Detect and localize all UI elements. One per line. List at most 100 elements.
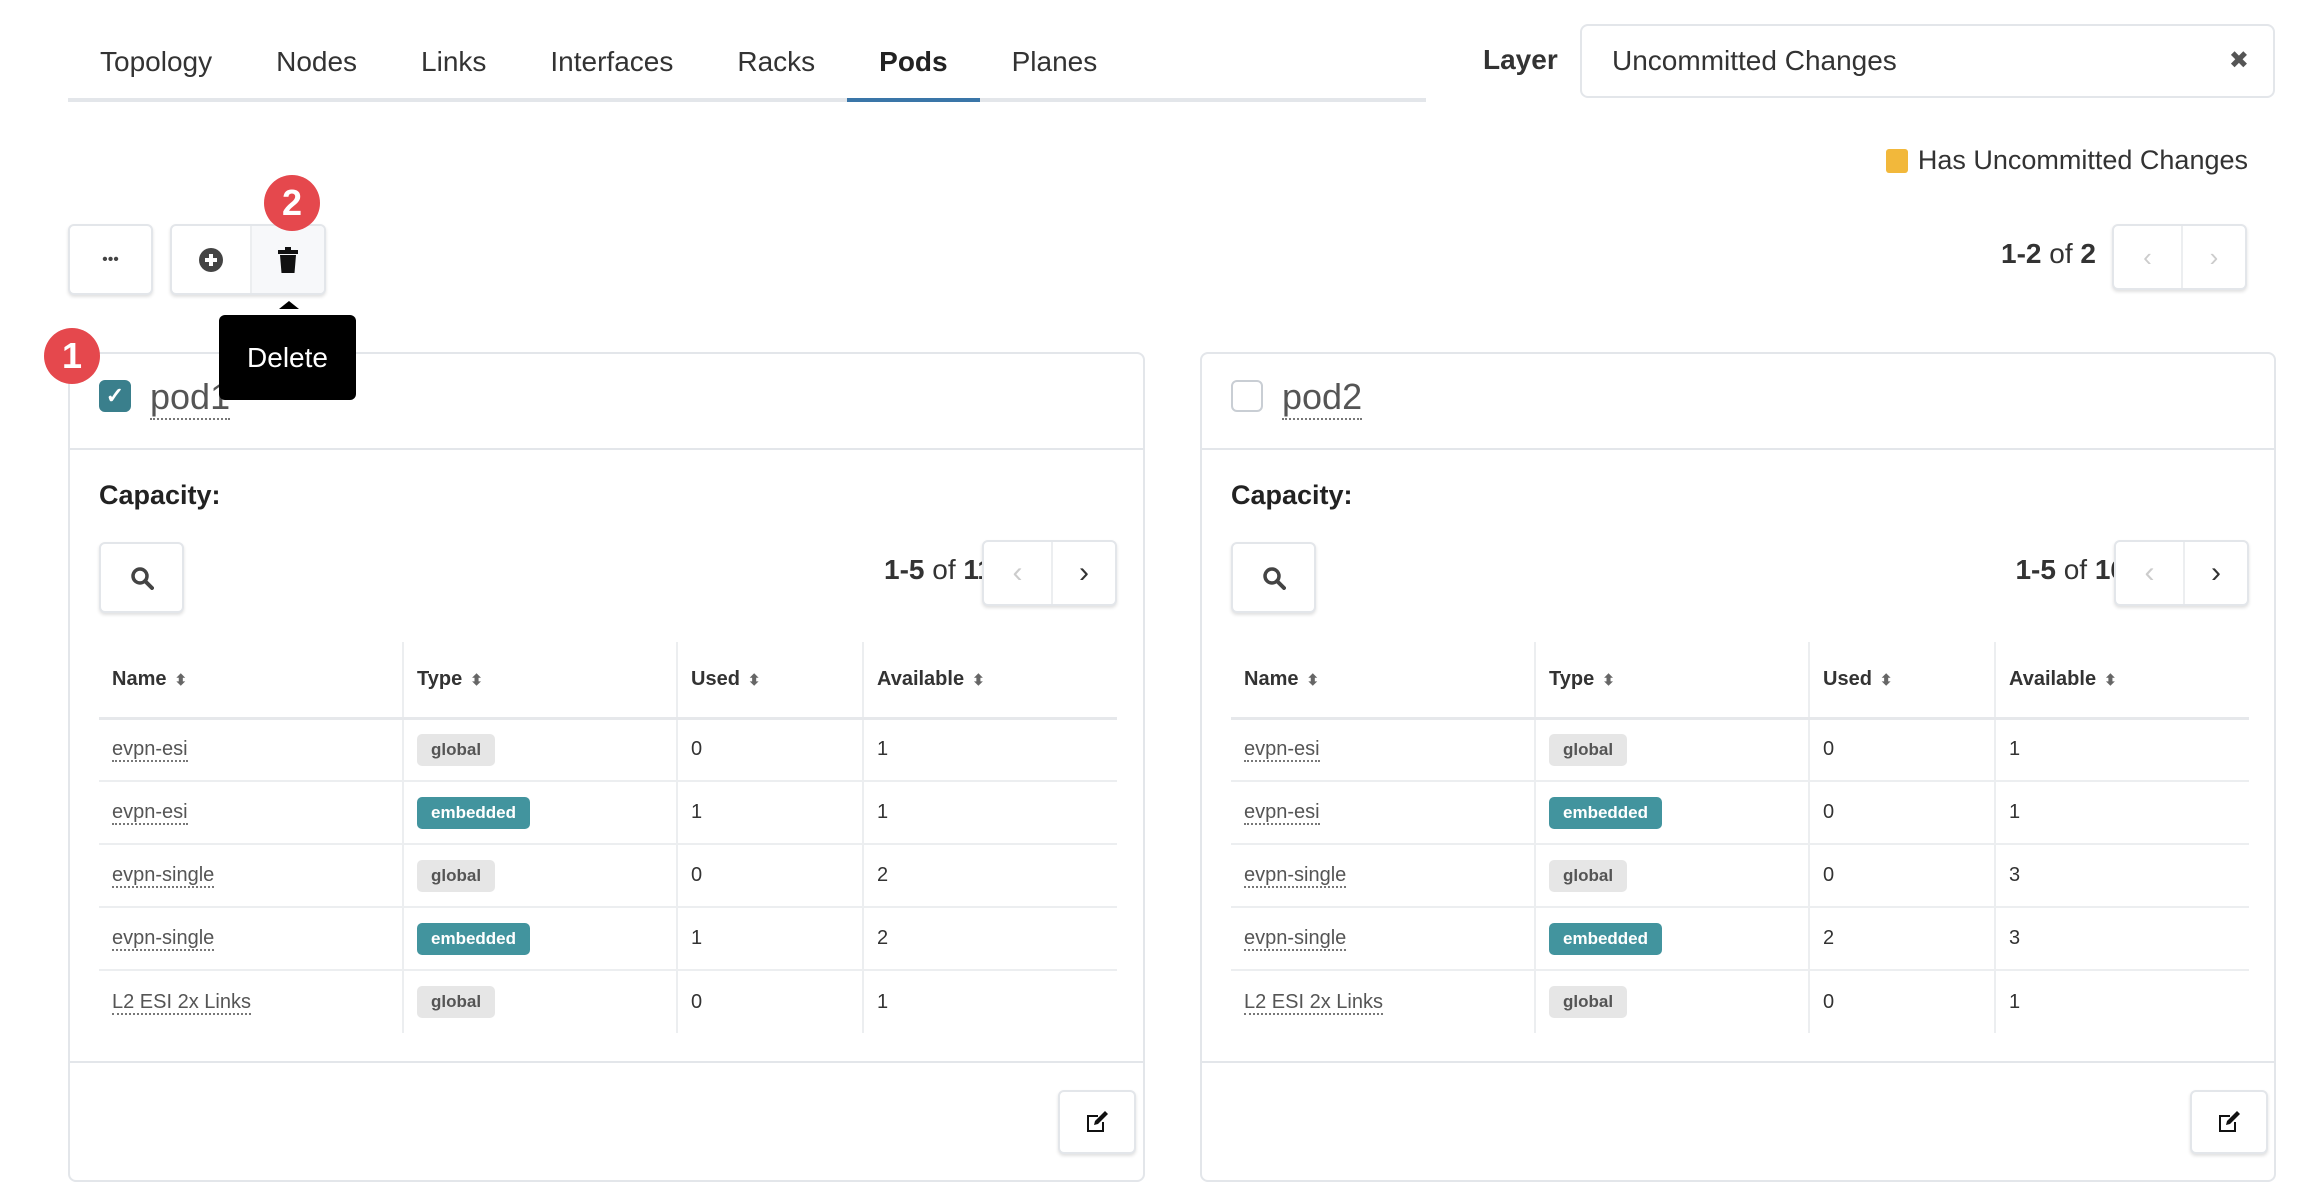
add-button[interactable] [172, 226, 250, 293]
capacity-pagination-label: 1-5 of 16 [2015, 554, 2126, 585]
pods-pagination-label: 1-2 of 2 [2001, 238, 2096, 269]
capacity-name-link[interactable]: L2 ESI 2x Links [1244, 990, 1383, 1015]
column-header-available[interactable]: Available ⬍ [862, 642, 1117, 720]
column-header-name[interactable]: Name ⬍ [1231, 642, 1535, 720]
table-row: evpn-esi global 0 1 [1231, 718, 2249, 782]
edit-icon [2219, 1111, 2240, 1132]
column-header-used[interactable]: Used ⬍ [676, 642, 863, 720]
type-badge: embedded [1549, 796, 1663, 829]
sort-icon[interactable]: ⬍ [470, 671, 483, 689]
search-icon [130, 566, 154, 590]
chevron-left-icon: ‹ [1012, 556, 1023, 589]
capacity-table: Name ⬍ Type ⬍ Used ⬍ Available ⬍ evpn-esi globa… [1231, 642, 2249, 1033]
type-badge: embedded [417, 796, 531, 829]
column-header-used[interactable]: Used ⬍ [1808, 642, 1995, 720]
column-header-type[interactable]: Type ⬍ [402, 642, 677, 720]
table-row: L2 ESI 2x Links global 0 1 [99, 970, 1117, 1033]
pod-select-checkbox[interactable] [1231, 380, 1263, 412]
card-footer-divider [1202, 1061, 2274, 1063]
table-row: evpn-single embedded 2 3 [1231, 907, 2249, 971]
capacity-name-link[interactable]: evpn-single [112, 864, 215, 888]
tab-links[interactable]: Links [421, 46, 487, 77]
search-button[interactable] [1231, 542, 1316, 613]
column-header-type[interactable]: Type ⬍ [1534, 642, 1809, 720]
delete-tooltip: Delete [219, 301, 356, 400]
pod-card: ✓ pod1 Capacity: 1-5 of 11 ‹ › Name ⬍ Type… [68, 352, 1145, 1182]
tab-nodes[interactable]: Nodes [276, 46, 358, 77]
pod-card-header: pod2 [1202, 354, 2274, 450]
chevron-right-icon: › [1079, 556, 1089, 589]
sort-icon[interactable]: ⬍ [174, 671, 188, 689]
capacity-label: Capacity: [99, 480, 221, 510]
available-value: 1 [1994, 781, 2249, 845]
used-value: 2 [1808, 907, 1995, 971]
tab-interfaces[interactable]: Interfaces [550, 46, 674, 77]
tab-planes[interactable]: Planes [1011, 46, 1098, 77]
layer-select[interactable]: Uncommitted Changes ✖ [1580, 24, 2275, 98]
capacity-name-link[interactable]: evpn-esi [1244, 801, 1320, 825]
type-badge: global [417, 986, 496, 1018]
used-value: 1 [676, 907, 863, 971]
table-row: evpn-esi embedded 0 1 [1231, 781, 2249, 845]
capacity-pagination-label: 1-5 of 11 [884, 554, 993, 585]
available-value: 1 [862, 781, 1117, 845]
action-button-group [170, 224, 326, 295]
used-value: 0 [1808, 970, 1995, 1033]
tab-racks[interactable]: Racks [737, 46, 816, 77]
pod-name-link[interactable]: pod1 [150, 376, 231, 420]
prev-page-button[interactable]: ‹ [2114, 226, 2181, 288]
legend: Has Uncommitted Changes [1885, 145, 2248, 176]
chevron-left-icon: ‹ [2144, 556, 2155, 589]
column-header-available[interactable]: Available ⬍ [1994, 642, 2249, 720]
capacity-name-link[interactable]: L2 ESI 2x Links [112, 990, 251, 1015]
type-badge: global [417, 859, 496, 892]
prev-page-button[interactable]: ‹ [2116, 542, 2183, 604]
sort-icon[interactable]: ⬍ [972, 671, 985, 689]
clear-icon[interactable]: ✖ [2228, 47, 2249, 74]
capacity-name-link[interactable]: evpn-esi [112, 801, 188, 825]
available-value: 3 [1994, 844, 2249, 908]
next-page-button[interactable]: › [2183, 542, 2247, 604]
trash-icon [278, 246, 298, 273]
used-value: 1 [676, 781, 863, 845]
capacity-name-link[interactable]: evpn-single [112, 927, 215, 951]
sort-icon[interactable]: ⬍ [1879, 671, 1893, 689]
search-button[interactable] [99, 542, 184, 613]
type-badge: embedded [1549, 922, 1663, 955]
capacity-name-link[interactable]: evpn-esi [112, 738, 188, 763]
capacity-pagination: ‹ › [2114, 540, 2249, 606]
prev-page-button[interactable]: ‹ [984, 542, 1051, 604]
used-value: 0 [1808, 718, 1995, 782]
capacity-name-link[interactable]: evpn-esi [1244, 738, 1320, 763]
edit-button[interactable] [2190, 1090, 2268, 1154]
search-icon [1262, 566, 1286, 590]
table-row: evpn-esi embedded 1 1 [99, 781, 1117, 845]
pods-pagination: ‹ › [2112, 224, 2247, 290]
sort-icon[interactable]: ⬍ [1306, 671, 1320, 689]
pod-name-link[interactable]: pod2 [1282, 376, 1363, 420]
type-badge: global [1549, 859, 1628, 892]
delete-button[interactable] [250, 226, 324, 293]
type-badge: global [1549, 986, 1628, 1018]
sort-icon[interactable]: ⬍ [1602, 671, 1615, 689]
next-page-button[interactable]: › [2181, 226, 2245, 288]
plus-circle-icon [199, 247, 223, 272]
used-value: 0 [676, 970, 863, 1033]
ellipsis-icon: ••• [102, 250, 119, 268]
column-header-name[interactable]: Name ⬍ [99, 642, 403, 720]
capacity-name-link[interactable]: evpn-single [1244, 927, 1347, 951]
next-page-button[interactable]: › [1051, 542, 1115, 604]
tab-topology[interactable]: Topology [100, 46, 213, 77]
tab-pods[interactable]: Pods [847, 30, 981, 102]
sort-icon[interactable]: ⬍ [2104, 671, 2117, 689]
more-actions-button[interactable]: ••• [68, 224, 153, 295]
layer-value: Uncommitted Changes [1612, 45, 1897, 76]
sort-icon[interactable]: ⬍ [747, 671, 761, 689]
capacity-pagination: ‹ › [982, 540, 1117, 606]
capacity-name-link[interactable]: evpn-single [1244, 864, 1347, 888]
used-value: 0 [676, 718, 863, 782]
edit-button[interactable] [1058, 1090, 1136, 1154]
available-value: 1 [1994, 970, 2249, 1033]
legend-swatch [1885, 148, 1908, 173]
pod-select-checkbox[interactable]: ✓ [99, 380, 131, 412]
